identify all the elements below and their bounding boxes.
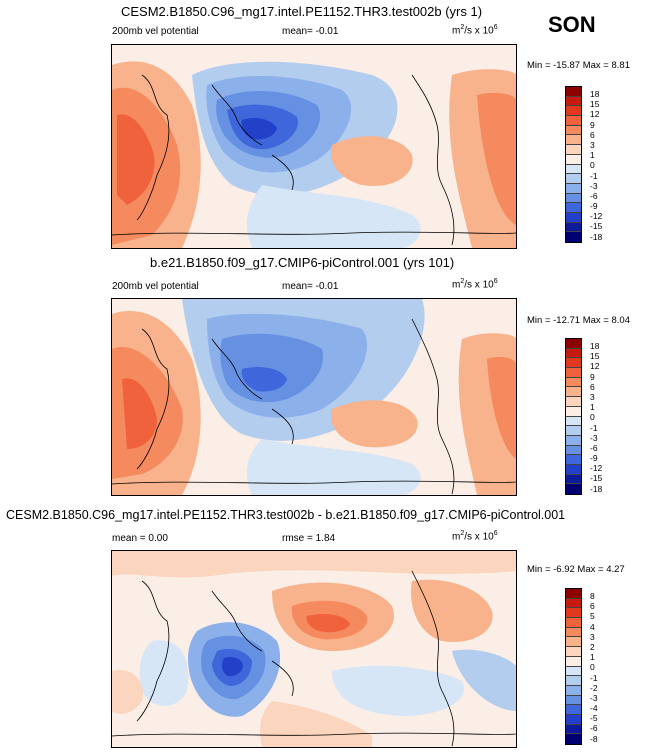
panel2-minmax: Min = -12.71 Max = 8.04: [527, 315, 630, 326]
panel2-colorbar-labels: 18 15 12 9 6 3 1 0 -1 -3 -6 -9 -12 -15 -18: [590, 341, 603, 494]
panel1-minmax: Min = -15.87 Max = 8.81: [527, 60, 630, 71]
panel2-colorbar: [565, 338, 582, 495]
panel3-map: [111, 550, 517, 748]
panel3-minmax: Min = -6.92 Max = 4.27: [527, 564, 625, 575]
panel1-mean: mean= -0.01: [282, 26, 339, 37]
panel1-variable: 200mb vel potential: [112, 26, 199, 37]
panel2-mean: mean= -0.01: [282, 281, 339, 292]
panel3-contours: [112, 551, 516, 747]
panel2-units: m2/s x 106: [452, 278, 498, 291]
panel1-units: m2/s x 106: [452, 24, 498, 37]
panel2-map: [111, 298, 517, 496]
panel3-colorbar: [565, 588, 582, 745]
panel1-colorbar-labels: 18 15 12 9 6 3 1 0 -1 -3 -6 -9 -12 -15 -18: [590, 89, 603, 242]
panel3-rmse: rmse = 1.84: [282, 533, 336, 544]
panel1-colorbar: [565, 86, 582, 243]
panel3-mean: mean = 0.00: [112, 533, 168, 544]
panel3-units: m2/s x 106: [452, 530, 498, 543]
panel2-variable: 200mb vel potential: [112, 281, 199, 292]
panel1-map: [111, 44, 517, 249]
season-label: SON: [548, 12, 596, 37]
panel1-contours: [112, 45, 516, 248]
panel3-title: CESM2.B1850.C96_mg17.intel.PE1152.THR3.t…: [6, 508, 566, 522]
panel3-colorbar-labels: 8 6 5 4 3 2 1 0 -1 -2 -3 -4 -5 -6 -8: [590, 591, 598, 744]
panel2-title: b.e21.B1850.f09_g17.CMIP6-piControl.001 …: [150, 255, 455, 270]
panel1-title: CESM2.B1850.C96_mg17.intel.PE1152.THR3.t…: [121, 4, 483, 19]
panel2-contours: [112, 299, 516, 495]
